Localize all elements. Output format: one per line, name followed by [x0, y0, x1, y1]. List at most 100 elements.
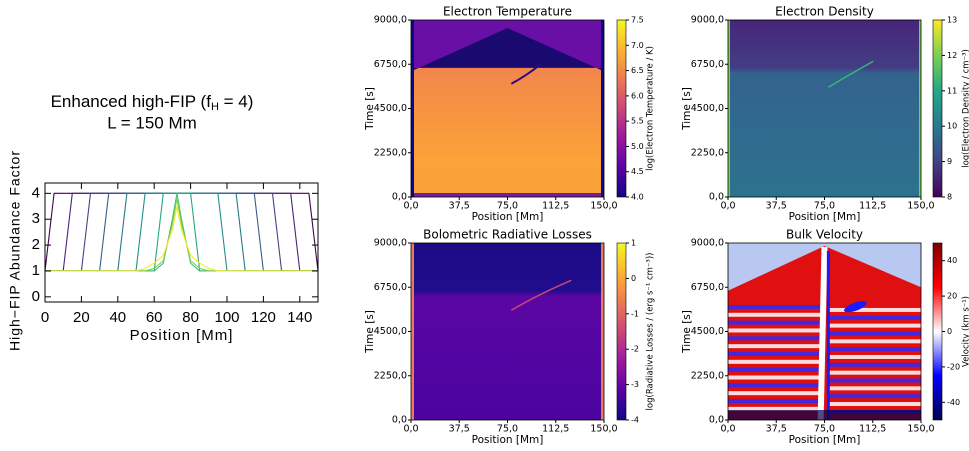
x-tick-label: 20	[73, 309, 90, 326]
image-region	[728, 359, 821, 364]
image-region	[411, 243, 414, 420]
y-tick-label: 0	[32, 288, 40, 305]
y-tick-label: 6750,0	[374, 59, 407, 70]
y-tick-label: 2250,0	[374, 370, 407, 381]
image-region	[728, 304, 821, 309]
y-tick-label: 3	[32, 210, 40, 227]
heatmap-image	[728, 20, 921, 197]
y-tick-label: 6750,0	[691, 282, 724, 293]
colorbar	[616, 19, 627, 198]
x-tick-label: 0	[41, 309, 49, 326]
y-tick-label: 2250,0	[374, 147, 407, 158]
y-tick-label: 2250,0	[691, 370, 724, 381]
colorbar-tick-label: 13	[947, 16, 957, 25]
x-tick-label: 0,0	[403, 424, 418, 435]
colorbar-tick-label: 12	[947, 51, 957, 60]
image-region	[828, 402, 921, 407]
colorbar-tick-label: 4.0	[631, 193, 644, 202]
image-region	[828, 315, 921, 320]
colorbar-tick-label: -40	[947, 398, 960, 407]
colorbar-tick-label: -2	[631, 345, 639, 354]
x-tick-label: 75,0	[497, 201, 518, 212]
colorbar-tick-label: -3	[631, 380, 639, 389]
colorbar-tick-label: 11	[947, 86, 957, 95]
colorbar-tick-label: 7.5	[631, 16, 644, 25]
image-region	[817, 246, 828, 421]
x-axis-label: Position [Mm]	[472, 434, 544, 446]
heatmap-image	[728, 243, 921, 421]
colorbar-tick-label: -20	[947, 362, 960, 371]
image-region	[510, 279, 572, 311]
line-series	[45, 192, 318, 272]
image-region	[728, 399, 821, 404]
x-tick-label: 112,5	[859, 201, 886, 212]
colorbar-tick-label: 0	[947, 327, 952, 336]
image-region	[827, 60, 874, 88]
colorbar-label: log(Electron Density / cm⁻³)	[962, 49, 969, 168]
image-region	[728, 20, 730, 197]
x-tick-label: 112,5	[859, 424, 886, 435]
image-region	[411, 20, 414, 197]
colorbar-label: log(Radiative Losses / (erg s⁻¹ cm⁻³))	[646, 253, 656, 411]
colorbar-tick-label: 6.0	[631, 91, 644, 100]
colorbar-tick-label: 20	[947, 292, 957, 301]
title-text: Enhanced high-FIP (f	[51, 92, 212, 111]
image-region	[728, 410, 921, 420]
image-region	[728, 344, 821, 349]
colorbar	[932, 19, 943, 198]
image-region	[728, 391, 821, 396]
image-region	[728, 20, 921, 197]
y-tick-label: 4500,0	[691, 103, 724, 114]
image-region	[828, 354, 921, 359]
colorbar-tick-label: 5.5	[631, 117, 644, 126]
heatmap-image	[411, 20, 604, 197]
image-region	[828, 339, 921, 344]
x-tick-label: 75,0	[814, 424, 835, 435]
x-tick-label: 37,5	[766, 424, 787, 435]
y-tick-label: 9000,0	[374, 15, 407, 26]
x-tick-label: 120	[251, 309, 276, 326]
x-axis-label: Position [Mm]	[789, 434, 861, 446]
y-tick-label: 2	[32, 236, 40, 253]
title-text: = 4)	[219, 92, 254, 111]
chart-subtitle: L = 150 Mm	[107, 113, 197, 132]
y-tick-label: 9000,0	[374, 238, 407, 249]
colorbar	[616, 242, 627, 421]
image-region	[728, 328, 821, 333]
x-tick-label: 150,0	[590, 201, 617, 212]
x-axis-label: Position [Mm]	[130, 327, 234, 344]
image-region	[828, 370, 921, 375]
image-region	[510, 62, 542, 85]
image-region	[728, 336, 821, 341]
image-region	[728, 320, 821, 325]
panel-title: Electron Temperature	[443, 5, 572, 19]
x-tick-label: 37,5	[766, 201, 787, 212]
x-tick-label: 0,0	[720, 201, 735, 212]
image-region	[828, 347, 921, 352]
colorbar-tick-label: 7.0	[631, 41, 644, 50]
x-tick-label: 37,5	[449, 424, 470, 435]
x-tick-label: 0,0	[403, 201, 418, 212]
panel-title: Bulk Velocity	[786, 228, 863, 242]
y-tick-label: 4500,0	[374, 103, 407, 114]
colorbar-tick-label: 10	[947, 122, 957, 131]
colorbar-tick-label: 40	[947, 256, 957, 265]
y-tick-label: 9000,0	[691, 238, 724, 249]
y-tick-label: 4500,0	[374, 326, 407, 337]
line-series	[45, 206, 318, 272]
x-tick-label: 150,0	[590, 424, 617, 435]
image-region	[601, 20, 604, 197]
colorbar-tick-label: 0	[631, 274, 636, 283]
colorbar-label: Velocity (km s⁻¹)	[962, 296, 969, 367]
colorbar	[932, 242, 943, 421]
y-axis-label: High−FIP Abundance Factor	[7, 150, 23, 351]
y-tick-label: 6750,0	[691, 59, 724, 70]
x-tick-label: 100	[214, 309, 239, 326]
colorbar-tick-label: 8	[947, 193, 952, 202]
x-axis-label: Position [Mm]	[472, 211, 544, 223]
y-tick-label: 6750,0	[374, 282, 407, 293]
image-region	[411, 193, 604, 197]
image-region	[828, 386, 921, 391]
x-tick-label: 60	[146, 309, 163, 326]
